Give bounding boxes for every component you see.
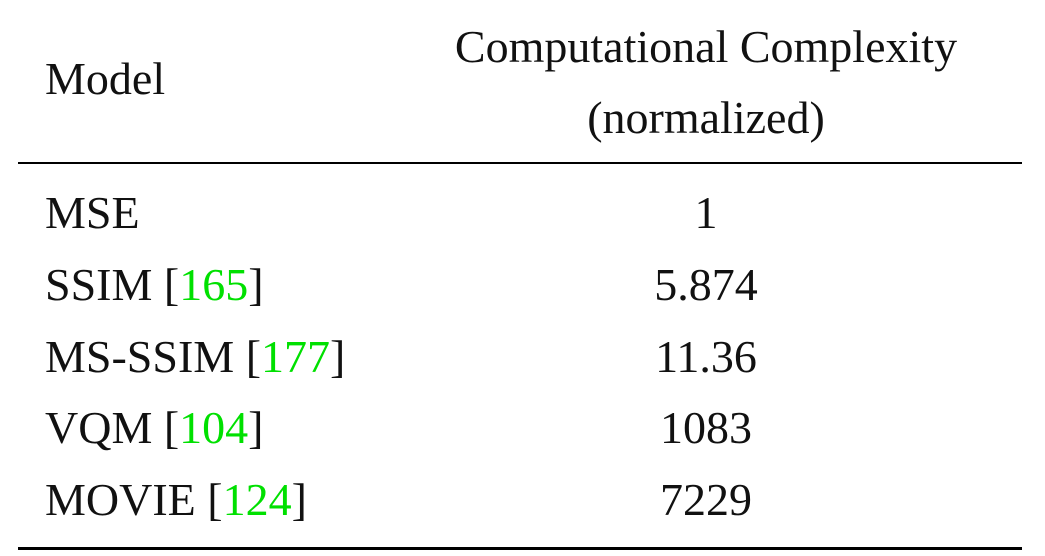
bottom-rule: [18, 547, 1022, 550]
model-text: MS-SSIM [: [45, 331, 262, 382]
model-text: ]: [330, 331, 346, 382]
model-cell: MSE: [45, 190, 140, 236]
model-text: ]: [291, 474, 307, 525]
header-complexity: Computational Complexity: [454, 21, 958, 72]
model-cell: VQM [104]: [45, 405, 264, 451]
complexity-cell: 11.36: [655, 331, 757, 382]
complexity-cell: 5.874: [654, 259, 758, 310]
citation: 124: [222, 474, 292, 525]
model-cell: SSIM [165]: [45, 262, 264, 308]
header-model: Model: [45, 53, 166, 104]
citation: 165: [179, 259, 249, 310]
model-text: ]: [248, 259, 264, 310]
model-text: SSIM [: [45, 259, 180, 310]
model-text: MSE: [45, 187, 140, 238]
model-text: VQM [: [45, 402, 180, 453]
header-rule: [18, 162, 1022, 164]
model-cell: MS-SSIM [177]: [45, 334, 345, 380]
model-text: ]: [248, 402, 264, 453]
citation: 104: [179, 402, 249, 453]
citation: 177: [261, 331, 331, 382]
header-complexity-unit: (normalized): [587, 92, 825, 143]
complexity-cell: 1083: [660, 402, 752, 453]
model-cell: MOVIE [124]: [45, 477, 307, 523]
complexity-cell: 7229: [660, 474, 752, 525]
model-text: MOVIE [: [45, 474, 223, 525]
complexity-cell: 1: [694, 187, 718, 238]
